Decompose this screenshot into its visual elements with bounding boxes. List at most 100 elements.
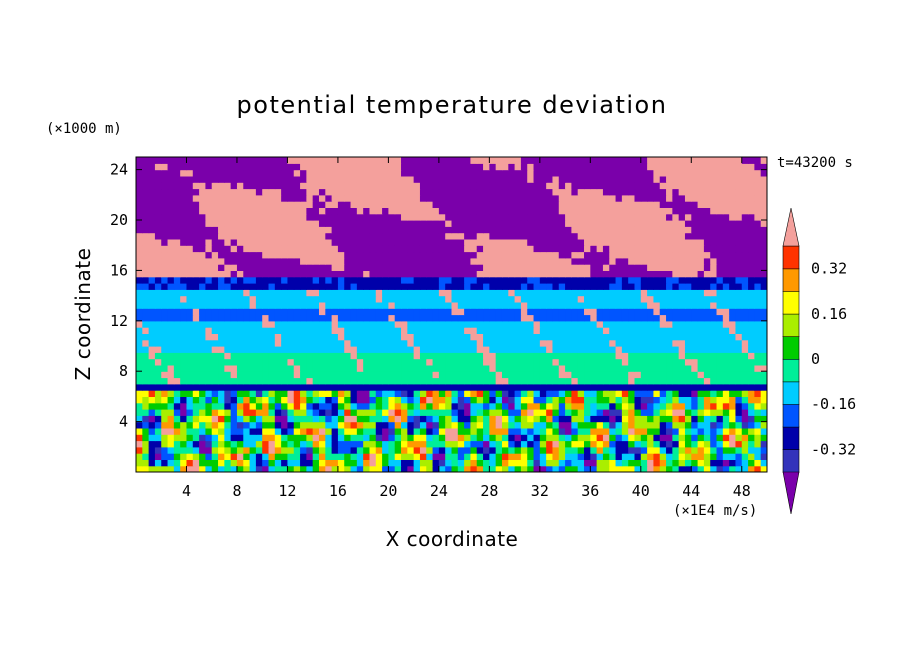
field-cell — [678, 327, 686, 334]
field-cell — [363, 182, 371, 190]
field-cell — [489, 188, 497, 196]
field-cell — [571, 264, 579, 271]
field-cell — [729, 232, 737, 240]
field-cell — [382, 188, 389, 196]
field-cell — [306, 427, 314, 435]
field-cell — [584, 226, 591, 234]
field-cell — [539, 264, 547, 271]
field-cell — [167, 257, 175, 265]
field-cell — [180, 257, 188, 265]
field-cell — [584, 295, 591, 303]
field-cell — [470, 226, 478, 234]
field-cell — [539, 453, 547, 460]
field-cell — [413, 390, 421, 397]
field-cell — [337, 314, 345, 322]
field-cell — [457, 434, 465, 442]
field-cell — [394, 295, 402, 303]
field-cell — [205, 289, 213, 297]
field-cell — [615, 446, 623, 454]
field-cell — [167, 440, 175, 448]
field-cell — [716, 371, 724, 379]
field-cell — [590, 245, 598, 253]
field-cell — [666, 453, 673, 460]
field-cell — [546, 257, 554, 265]
field-cell — [407, 308, 415, 316]
field-cell — [647, 295, 655, 303]
field-cell — [205, 295, 213, 303]
field-cell — [615, 207, 623, 215]
field-cell — [224, 346, 232, 353]
field-cell — [716, 333, 724, 341]
field-cell — [318, 207, 326, 215]
field-cell — [470, 245, 478, 253]
field-cell — [577, 377, 585, 385]
field-cell — [274, 440, 282, 448]
field-cell — [501, 327, 509, 334]
field-cell — [426, 415, 434, 423]
field-cell — [489, 339, 497, 347]
field-cell — [520, 409, 528, 416]
field-cell — [356, 402, 364, 410]
field-cell — [401, 339, 408, 347]
field-cell — [735, 358, 743, 366]
field-cell — [571, 383, 579, 391]
field-cell — [577, 251, 585, 259]
field-cell — [703, 264, 711, 271]
field-cell — [464, 157, 472, 164]
field-cell — [224, 314, 232, 322]
field-cell — [760, 194, 767, 202]
field-cell — [729, 194, 737, 202]
field-cell — [293, 182, 301, 190]
field-cell — [394, 308, 402, 316]
field-cell — [584, 346, 591, 353]
field-cell — [609, 301, 617, 309]
field-cell — [255, 314, 263, 322]
field-cell — [375, 421, 383, 429]
field-cell — [218, 283, 225, 290]
field-cell — [451, 358, 459, 366]
field-cell — [571, 396, 579, 404]
field-cell — [268, 276, 276, 284]
field-cell — [281, 396, 289, 404]
field-cell — [287, 232, 295, 240]
field-cell — [501, 396, 509, 404]
field-cell — [325, 346, 333, 353]
field-cell — [142, 427, 150, 435]
field-cell — [344, 220, 352, 227]
field-cell — [142, 383, 150, 391]
field-cell — [356, 264, 364, 271]
field-cell — [287, 421, 295, 429]
field-cell — [236, 232, 244, 240]
field-cell — [331, 283, 339, 290]
field-cell — [369, 245, 377, 253]
field-cell — [672, 169, 680, 177]
field-cell — [609, 220, 617, 227]
field-cell — [722, 232, 730, 240]
field-cell — [293, 276, 301, 284]
field-cell — [697, 352, 705, 360]
field-cell — [211, 352, 219, 360]
field-cell — [331, 352, 339, 360]
field-cell — [735, 440, 743, 448]
field-cell — [337, 346, 345, 353]
field-cell — [741, 238, 749, 246]
field-cell — [419, 238, 427, 246]
field-cell — [722, 320, 730, 328]
field-cell — [356, 308, 364, 316]
field-cell — [571, 390, 579, 397]
field-cell — [615, 289, 623, 297]
field-cell — [621, 220, 629, 227]
field-cell — [388, 213, 396, 221]
field-cell — [407, 459, 415, 467]
field-cell — [716, 415, 724, 423]
field-cell — [615, 390, 623, 397]
field-cell — [243, 251, 251, 259]
field-cell — [312, 465, 320, 472]
field-cell — [552, 238, 560, 246]
field-cell — [142, 213, 150, 221]
field-cell — [350, 415, 358, 423]
field-cell — [142, 276, 150, 284]
field-cell — [243, 295, 251, 303]
field-cell — [571, 301, 579, 309]
field-cell — [243, 220, 251, 227]
